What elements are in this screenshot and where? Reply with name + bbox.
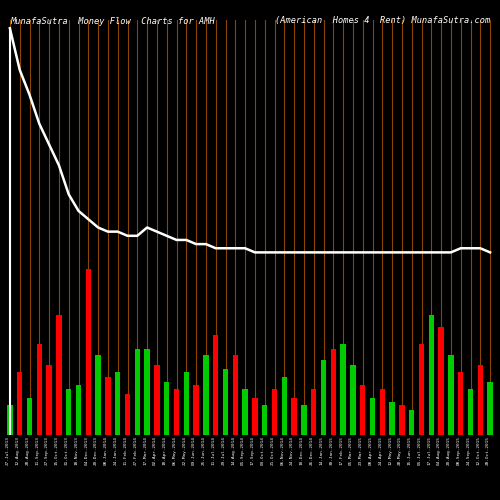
Bar bbox=[399, 405, 404, 435]
Bar bbox=[105, 377, 110, 435]
Bar bbox=[174, 388, 179, 435]
Bar bbox=[390, 402, 395, 435]
Bar bbox=[223, 368, 228, 435]
Bar bbox=[36, 344, 42, 435]
Bar bbox=[409, 410, 414, 435]
Bar bbox=[330, 348, 336, 435]
Bar bbox=[321, 360, 326, 435]
Bar bbox=[232, 356, 238, 435]
Bar bbox=[86, 269, 91, 435]
Text: MunafaSutra  Money Flow  Charts for AMH: MunafaSutra Money Flow Charts for AMH bbox=[10, 16, 215, 26]
Bar bbox=[17, 372, 22, 435]
Bar bbox=[27, 398, 32, 435]
Bar bbox=[7, 405, 12, 435]
Bar bbox=[164, 382, 170, 435]
Bar bbox=[370, 398, 375, 435]
Bar bbox=[292, 398, 297, 435]
Bar bbox=[262, 405, 268, 435]
Bar bbox=[66, 388, 71, 435]
Bar bbox=[56, 316, 62, 435]
Bar bbox=[134, 348, 140, 435]
Bar bbox=[360, 385, 366, 435]
Bar bbox=[438, 327, 444, 435]
Bar bbox=[203, 356, 208, 435]
Bar bbox=[350, 366, 356, 435]
Text: (American  Homes 4  Rent) MunafaSutra.com: (American Homes 4 Rent) MunafaSutra.com bbox=[275, 16, 490, 26]
Bar bbox=[311, 388, 316, 435]
Bar bbox=[184, 372, 189, 435]
Bar bbox=[478, 366, 483, 435]
Bar bbox=[252, 398, 258, 435]
Bar bbox=[468, 388, 473, 435]
Bar bbox=[144, 348, 150, 435]
Bar bbox=[340, 344, 346, 435]
Bar bbox=[419, 344, 424, 435]
Bar bbox=[115, 372, 120, 435]
Bar bbox=[380, 388, 385, 435]
Bar bbox=[488, 382, 493, 435]
Bar bbox=[76, 385, 81, 435]
Bar bbox=[272, 388, 277, 435]
Bar bbox=[125, 394, 130, 435]
Bar bbox=[46, 366, 52, 435]
Bar bbox=[448, 356, 454, 435]
Bar bbox=[282, 377, 287, 435]
Bar bbox=[213, 336, 218, 435]
Bar bbox=[301, 405, 306, 435]
Bar bbox=[428, 316, 434, 435]
Bar bbox=[96, 356, 101, 435]
Bar bbox=[194, 385, 199, 435]
Bar bbox=[458, 372, 464, 435]
Bar bbox=[154, 366, 160, 435]
Bar bbox=[242, 388, 248, 435]
